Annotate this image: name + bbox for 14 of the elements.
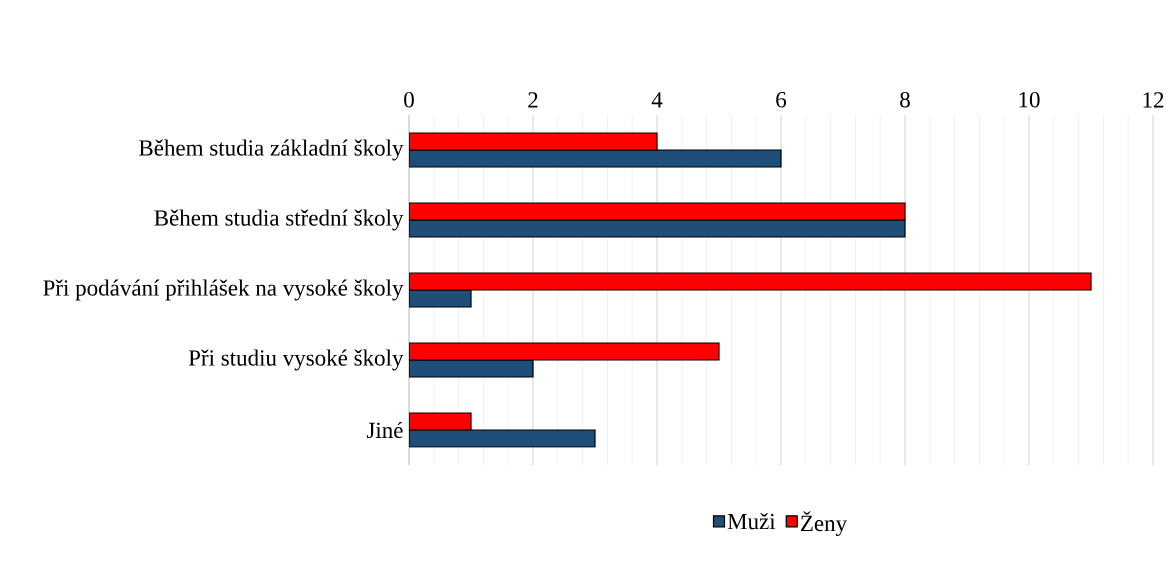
y-tick-label: Během studia střední školy <box>154 209 404 231</box>
x-tick-label: 10 <box>1019 91 1040 108</box>
y-tick-label: Jiné <box>366 421 403 439</box>
y-tick-label: Při podávání přihlášek na vysoké školy <box>43 279 404 301</box>
x-tick-label: 12 <box>1143 92 1164 108</box>
x-tick-label: 6 <box>776 92 787 108</box>
legend-label: Muži <box>727 513 776 530</box>
y-tick-label: Během studia základní školy <box>139 139 404 161</box>
y-tick-label: Při studiu vysoké školy <box>188 349 404 371</box>
legend-label: Ženy <box>800 511 848 536</box>
x-tick-label: 8 <box>900 91 910 108</box>
x-tick-label: 2 <box>528 92 538 108</box>
x-tick-label: 0 <box>404 91 414 108</box>
x-tick-label: 4 <box>651 92 663 108</box>
